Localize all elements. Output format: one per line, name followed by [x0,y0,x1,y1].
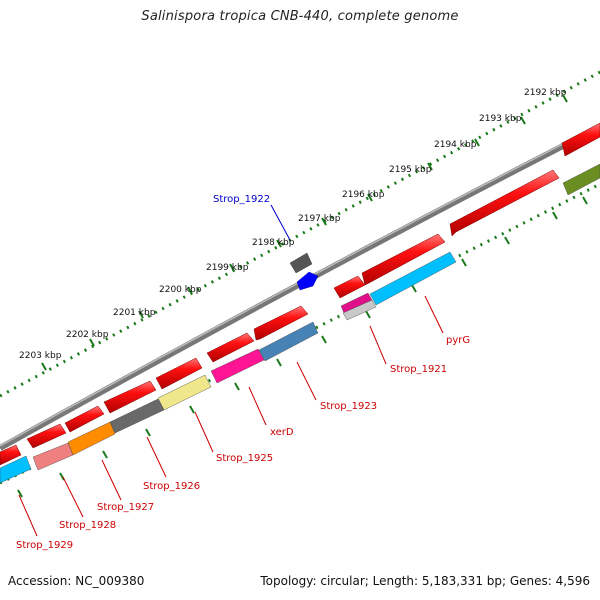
kbp-label-2195: 2195 kbp [389,165,432,175]
label-strop-1928: Strop_1928 [59,520,116,531]
gene-forward-6 [206,332,255,363]
kbp-label-2197: 2197 kbp [298,214,341,224]
gene-labels: Strop_1922 pyrG Strop_1921 Strop_1923 xe… [16,194,470,551]
gene-forward-4 [333,275,366,299]
leader-1922 [270,204,291,241]
kbp-label-2192: 2192 kbp [524,88,567,98]
tick-2199 [229,263,235,272]
gene-salmon [32,442,74,471]
outside-genes [289,252,319,291]
leader-1929 [18,494,38,537]
gene-forward-2 [449,169,560,237]
leader-1921 [369,325,387,365]
leader-1927 [101,459,122,501]
kbp-label-2194: 2194 kbp [434,140,477,150]
gene-forward-11 [0,444,22,466]
accession-label: Accession: NC_009380 [8,574,145,588]
tick-2202 [89,338,95,347]
reverse-genes [0,163,600,484]
label-strop-1921: Strop_1921 [390,364,447,375]
kbp-label-2200: 2200 kbp [159,285,202,295]
gene-forward-10 [26,423,67,449]
leader-1923 [296,361,317,401]
label-pyrg: pyrG [446,335,470,346]
tick-2198 [276,239,282,248]
kbp-label-2202: 2202 kbp [66,330,109,340]
kbp-labels: 2192 kbp 2193 kbp 2194 kbp 2195 kbp 2196… [19,88,567,361]
gene-forward-3 [361,233,446,286]
gene-forward-7 [155,357,203,390]
tick-2192 [562,94,568,103]
genome-info-label: Topology: circular; Length: 5,183,331 bp… [260,574,590,588]
label-strop-1926: Strop_1926 [143,481,200,492]
label-strop-1925: Strop_1925 [216,453,273,464]
kbp-label-2199: 2199 kbp [206,263,249,273]
leader-1928 [62,476,84,518]
gene-forward-8 [103,380,157,414]
gene-blue-1922 [296,271,319,291]
gene-grey-1921 [342,299,377,321]
label-leaders [18,204,444,537]
gene-magenta-xerD [210,348,265,384]
tick-2195 [427,162,433,171]
leader-1925 [194,411,214,453]
gene-steelblue [258,321,319,362]
leader-1926 [146,436,167,478]
gene-cyan-left [0,455,32,484]
gene-forward-9 [64,405,105,433]
gene-olive [562,163,600,196]
kbp-label-2201: 2201 kbp [113,308,156,318]
label-strop-1923: Strop_1923 [320,401,377,412]
kbp-label-2198: 2198 kbp [252,238,295,248]
inner-ticks [17,196,588,498]
label-strop-1927: Strop_1927 [97,502,154,513]
leader-xerD [248,386,267,426]
label-strop-1929: Strop_1929 [16,540,73,551]
label-strop-1922: Strop_1922 [213,194,270,205]
tick-2197 [321,217,327,226]
gene-forward-5 [253,305,309,341]
gene-cyan-pyrG [369,251,457,306]
tick-2203 [41,362,47,371]
tick-2193 [520,116,526,125]
tick-2196 [367,193,373,202]
forward-genes [0,122,600,466]
tick-2201 [138,310,144,319]
kbp-label-2196: 2196 kbp [342,190,385,200]
kbp-label-2193: 2193 kbp [479,114,522,124]
gene-darkgrey [109,398,165,434]
map-title: Salinispora tropica CNB-440, complete ge… [141,9,459,24]
gene-grey-outer [289,252,313,274]
kbp-label-2203: 2203 kbp [19,351,62,361]
gene-forward-1 [561,122,600,157]
kbp-ticks [41,94,568,371]
tick-2194 [474,138,480,147]
label-xerd: xerD [270,427,294,438]
leader-pyrG [424,295,444,334]
tick-2200 [187,286,193,295]
